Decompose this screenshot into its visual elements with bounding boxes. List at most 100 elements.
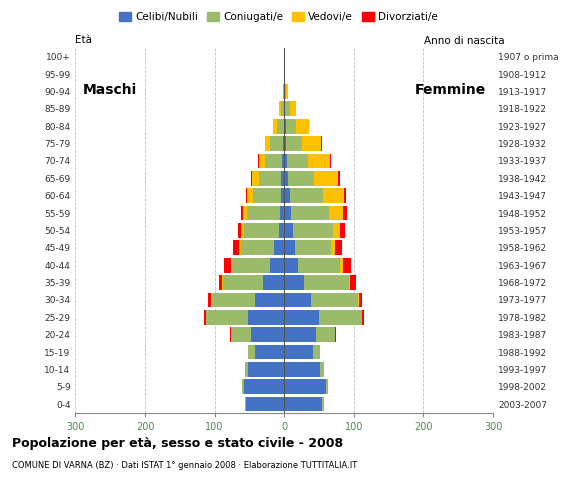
Bar <box>323 188 344 203</box>
Bar <box>242 379 244 394</box>
Bar <box>295 240 331 255</box>
Bar <box>280 205 284 220</box>
Bar <box>222 275 223 290</box>
Bar <box>251 327 284 342</box>
Bar <box>245 397 246 411</box>
Bar <box>284 397 322 411</box>
Bar <box>311 292 358 307</box>
Bar <box>211 292 212 307</box>
Text: Popolazione per età, sesso e stato civile - 2008: Popolazione per età, sesso e stato civil… <box>12 437 343 450</box>
Bar <box>245 362 248 377</box>
Text: Maschi: Maschi <box>82 83 137 97</box>
Bar <box>274 240 284 255</box>
Bar <box>255 345 284 360</box>
Bar <box>284 362 320 377</box>
Bar <box>284 258 298 273</box>
Bar <box>239 240 241 255</box>
Bar <box>248 345 255 360</box>
Bar <box>284 292 311 307</box>
Bar <box>244 379 284 394</box>
Bar <box>280 101 281 116</box>
Bar <box>246 188 247 203</box>
Bar <box>319 310 362 324</box>
Bar <box>219 275 222 290</box>
Bar <box>284 345 313 360</box>
Bar <box>302 136 321 151</box>
Bar <box>284 171 288 186</box>
Bar <box>259 154 264 168</box>
Bar <box>264 154 282 168</box>
Bar <box>308 154 330 168</box>
Bar <box>252 171 259 186</box>
Bar <box>344 188 346 203</box>
Bar <box>282 154 284 168</box>
Bar <box>284 223 292 238</box>
Bar <box>284 379 326 394</box>
Bar <box>248 362 284 377</box>
Bar <box>330 154 331 168</box>
Bar <box>224 258 231 273</box>
Bar <box>206 310 248 324</box>
Bar <box>281 171 284 186</box>
Bar <box>316 327 335 342</box>
Bar <box>340 223 346 238</box>
Bar <box>231 258 232 273</box>
Bar <box>241 223 244 238</box>
Bar <box>270 136 283 151</box>
Bar <box>283 84 284 99</box>
Bar <box>340 258 343 273</box>
Bar <box>223 275 263 290</box>
Bar <box>241 240 274 255</box>
Bar <box>343 205 347 220</box>
Bar <box>284 136 287 151</box>
Bar <box>281 188 284 203</box>
Bar <box>277 119 284 133</box>
Bar <box>291 205 329 220</box>
Bar <box>230 327 231 342</box>
Bar <box>204 310 206 324</box>
Bar <box>263 275 284 290</box>
Bar <box>248 310 284 324</box>
Bar <box>350 275 356 290</box>
Bar <box>238 223 241 238</box>
Bar <box>335 327 336 342</box>
Bar <box>284 67 285 82</box>
Text: Anno di nascita: Anno di nascita <box>424 36 505 46</box>
Bar <box>349 275 350 290</box>
Bar <box>264 136 270 151</box>
Bar <box>358 292 362 307</box>
Bar <box>259 171 281 186</box>
Bar <box>231 327 251 342</box>
Bar <box>304 275 349 290</box>
Bar <box>281 101 284 116</box>
Bar <box>287 154 308 168</box>
Bar <box>232 258 270 273</box>
Bar <box>283 136 284 151</box>
Bar <box>284 84 287 99</box>
Bar <box>313 345 320 360</box>
Bar <box>298 258 340 273</box>
Bar <box>335 240 342 255</box>
Bar <box>244 223 278 238</box>
Bar <box>241 205 243 220</box>
Bar <box>326 379 328 394</box>
Bar <box>284 327 316 342</box>
Bar <box>278 223 284 238</box>
Bar <box>290 188 323 203</box>
Bar <box>284 119 285 133</box>
Bar <box>291 101 296 116</box>
Bar <box>322 397 324 411</box>
Bar <box>362 310 364 324</box>
Bar <box>284 205 291 220</box>
Bar <box>247 188 253 203</box>
Bar <box>285 101 291 116</box>
Bar <box>314 171 339 186</box>
Text: COMUNE DI VARNA (BZ) · Dati ISTAT 1° gennaio 2008 · Elaborazione TUTTITALIA.IT: COMUNE DI VARNA (BZ) · Dati ISTAT 1° gen… <box>12 461 357 470</box>
Bar <box>284 154 287 168</box>
Bar <box>246 397 284 411</box>
Bar <box>243 205 246 220</box>
Bar <box>212 292 255 307</box>
Bar <box>273 119 277 133</box>
Legend: Celibi/Nubili, Coniugati/e, Vedovi/e, Divorziati/e: Celibi/Nubili, Coniugati/e, Vedovi/e, Di… <box>115 8 442 26</box>
Bar <box>284 310 319 324</box>
